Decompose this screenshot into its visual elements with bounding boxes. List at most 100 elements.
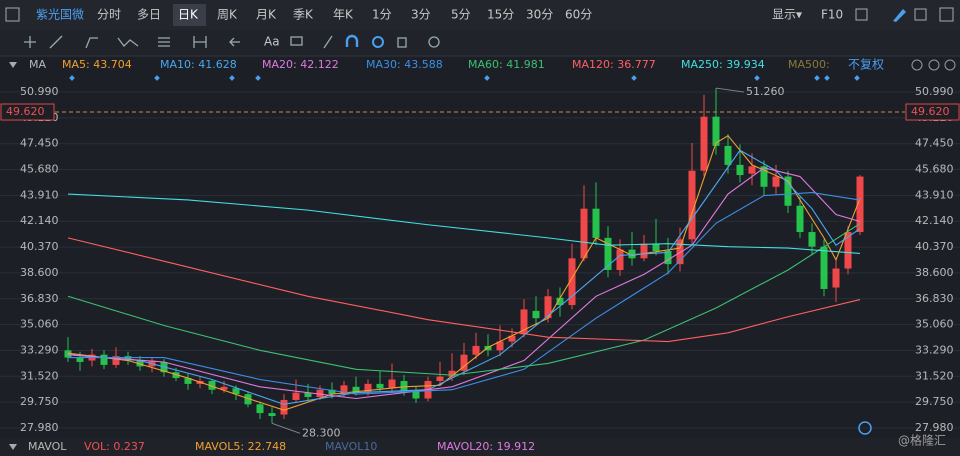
collapse-icon[interactable] xyxy=(9,444,17,450)
erase-tool[interactable] xyxy=(323,35,333,49)
note-tool[interactable] xyxy=(290,36,303,46)
candle-body xyxy=(268,413,276,417)
candle-body xyxy=(220,386,228,390)
checkbox[interactable] xyxy=(855,8,868,21)
candle-body xyxy=(832,268,840,288)
candle-body xyxy=(700,116,708,171)
candle-body xyxy=(724,145,732,165)
magnet-tool[interactable] xyxy=(345,34,359,47)
candle-body xyxy=(592,208,600,238)
candle-body xyxy=(580,208,588,259)
y-tick-label-left: 47.450 xyxy=(20,137,59,150)
legend-item[interactable]: MA10: 41.628 xyxy=(160,58,237,71)
ma-line xyxy=(67,193,861,254)
window-icon[interactable] xyxy=(914,8,927,21)
eye-tool[interactable] xyxy=(372,36,384,48)
arrow-tool[interactable] xyxy=(229,37,240,47)
draw-toolbar xyxy=(0,30,960,56)
candle-body xyxy=(604,237,612,271)
candle-body xyxy=(448,370,456,377)
period-tab[interactable]: 30分 xyxy=(526,8,553,22)
pen-icon[interactable] xyxy=(893,9,906,22)
y-tick-label-left: 36.830 xyxy=(20,292,59,305)
candle-body xyxy=(772,176,780,187)
reference-box xyxy=(905,103,960,121)
candle-body xyxy=(676,239,684,265)
annotation-leader xyxy=(271,422,301,434)
period-tab[interactable]: 年K xyxy=(333,8,354,22)
candle-body xyxy=(628,249,636,259)
delete-tool[interactable] xyxy=(397,37,407,48)
y-tick-label-left: 35.060 xyxy=(20,318,59,331)
legend-item[interactable]: MA60: 41.981 xyxy=(468,58,545,71)
period-tab[interactable]: 分时 xyxy=(97,8,121,22)
volume-name[interactable]: MAVOL xyxy=(28,440,67,453)
candle-body xyxy=(112,356,120,365)
y-tick-label-right: 45.680 xyxy=(915,163,954,176)
period-tab[interactable]: 5分 xyxy=(451,8,471,22)
candle-body xyxy=(640,243,648,259)
legend-item[interactable]: MA20: 42.122 xyxy=(262,58,339,71)
collapse-icon[interactable] xyxy=(9,62,17,68)
display-menu[interactable]: 显示▾ xyxy=(772,8,802,22)
candle-body xyxy=(844,232,852,269)
annotation-label: 28.300 xyxy=(302,426,341,439)
candle-body xyxy=(232,388,240,395)
line-tool[interactable] xyxy=(49,35,63,49)
y-tick-label-right: 40.370 xyxy=(915,240,954,253)
candle-body xyxy=(256,404,264,414)
close-icon[interactable] xyxy=(944,59,956,71)
fib-tool[interactable] xyxy=(158,37,170,47)
toggle-tool[interactable] xyxy=(428,36,440,48)
candle-body xyxy=(748,166,756,174)
indicator-name[interactable]: MA xyxy=(29,58,46,71)
period-tab[interactable]: 3分 xyxy=(411,8,431,22)
f10-button[interactable]: F10 xyxy=(821,8,843,22)
candle-body xyxy=(328,389,336,395)
stock-name[interactable]: 紫光国微 xyxy=(36,8,84,22)
legend-item[interactable]: MA120: 36.777 xyxy=(572,58,656,71)
legend-item[interactable]: MA500: xyxy=(788,58,830,71)
period-tab[interactable]: 多日 xyxy=(137,8,161,22)
period-tab-active[interactable]: 日K xyxy=(178,8,199,22)
active-tab[interactable] xyxy=(173,4,206,26)
candle-body xyxy=(688,170,696,240)
sidebar-icon[interactable] xyxy=(939,7,954,22)
candle-body xyxy=(412,391,420,399)
sidebar-icon[interactable] xyxy=(5,7,20,22)
adjust-menu[interactable]: 不复权 xyxy=(848,58,884,72)
y-tick-label-right: 47.450 xyxy=(915,137,954,150)
legend-item[interactable]: MA30: 43.588 xyxy=(366,58,443,71)
at-icon[interactable] xyxy=(858,421,872,435)
candle-body xyxy=(616,249,624,271)
wave-tool[interactable] xyxy=(117,37,139,47)
period-tab[interactable]: 1分 xyxy=(372,8,392,22)
period-tab[interactable]: 季K xyxy=(293,8,314,22)
ma-line xyxy=(67,134,861,411)
font-tool[interactable]: Aa xyxy=(264,35,280,49)
candle-body xyxy=(172,372,180,379)
candle-body xyxy=(508,335,516,342)
candle-body xyxy=(544,296,552,319)
period-tab[interactable]: 月K xyxy=(256,8,277,22)
y-tick-label-right: 42.140 xyxy=(915,214,954,227)
minus-icon[interactable] xyxy=(928,59,940,71)
candle-body xyxy=(856,176,864,233)
settings-icon[interactable] xyxy=(911,59,923,71)
legend-item[interactable]: MA250: 39.934 xyxy=(681,58,765,71)
legend-item[interactable]: MA5: 43.704 xyxy=(62,58,132,71)
y-tick-label-right: 43.910 xyxy=(915,188,954,201)
channel-tool[interactable] xyxy=(85,37,98,49)
y-tick-label-left: 31.520 xyxy=(20,369,59,382)
candle-body xyxy=(184,378,192,384)
cross-tool[interactable] xyxy=(24,36,36,48)
candle-body xyxy=(520,309,528,335)
candle-body xyxy=(784,176,792,206)
candle-body xyxy=(316,389,324,398)
range-tool[interactable] xyxy=(193,36,207,48)
ma-line xyxy=(67,223,861,376)
period-tab[interactable]: 60分 xyxy=(565,8,592,22)
period-tab[interactable]: 15分 xyxy=(487,8,514,22)
period-tab[interactable]: 周K xyxy=(217,8,238,22)
